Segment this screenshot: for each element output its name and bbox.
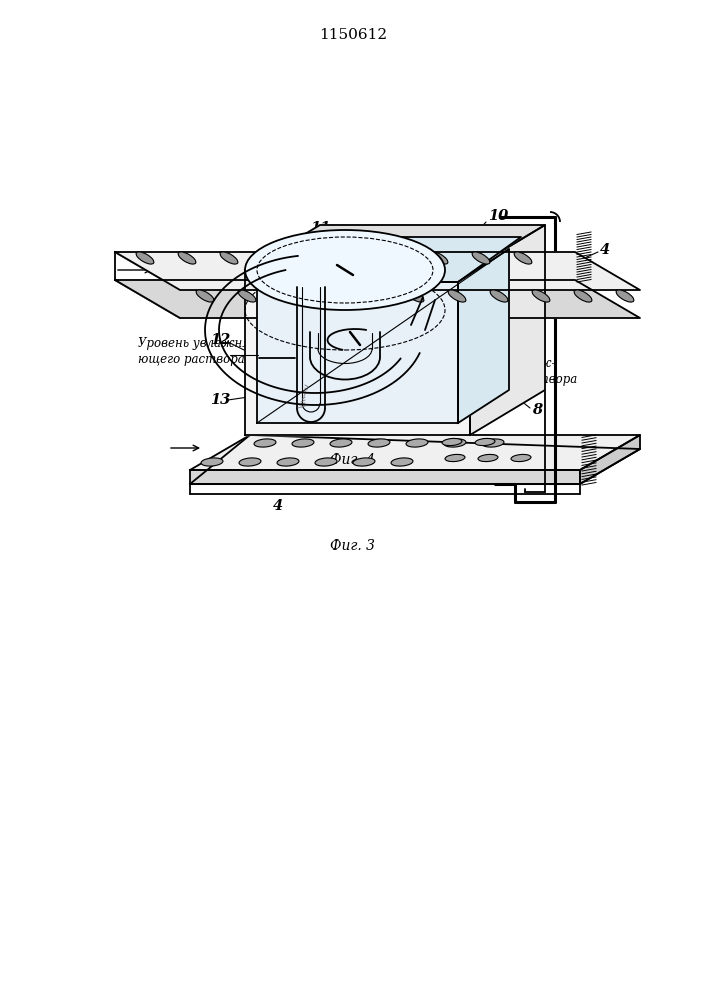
Text: Фиг. 4: Фиг. 4 xyxy=(330,453,375,467)
Polygon shape xyxy=(265,305,485,335)
Ellipse shape xyxy=(201,458,223,466)
Polygon shape xyxy=(257,282,458,423)
Text: Фиг. 3: Фиг. 3 xyxy=(330,539,375,553)
Text: 1150612: 1150612 xyxy=(319,28,387,42)
Polygon shape xyxy=(245,225,545,270)
Ellipse shape xyxy=(364,290,382,302)
Text: Уровень увлаж-
няющего раствора: Уровень увлаж- няющего раствора xyxy=(455,358,577,386)
Ellipse shape xyxy=(532,290,550,302)
Ellipse shape xyxy=(388,252,406,264)
Ellipse shape xyxy=(616,290,634,302)
Ellipse shape xyxy=(292,439,314,447)
Polygon shape xyxy=(190,435,640,484)
Ellipse shape xyxy=(353,458,375,466)
Text: 8: 8 xyxy=(532,403,542,417)
Ellipse shape xyxy=(275,308,435,372)
Ellipse shape xyxy=(315,458,337,466)
Polygon shape xyxy=(458,249,509,423)
Text: 4: 4 xyxy=(273,499,283,513)
Ellipse shape xyxy=(514,252,532,264)
Polygon shape xyxy=(245,270,470,435)
Text: 10: 10 xyxy=(488,209,508,223)
Ellipse shape xyxy=(391,458,413,466)
Ellipse shape xyxy=(574,290,592,302)
Polygon shape xyxy=(190,435,640,470)
Ellipse shape xyxy=(178,252,196,264)
Ellipse shape xyxy=(406,290,424,302)
Polygon shape xyxy=(257,237,521,282)
Ellipse shape xyxy=(406,439,428,447)
Text: 11: 11 xyxy=(310,221,330,235)
Ellipse shape xyxy=(277,458,299,466)
Ellipse shape xyxy=(280,290,298,302)
Ellipse shape xyxy=(136,252,154,264)
Ellipse shape xyxy=(368,439,390,447)
Ellipse shape xyxy=(196,290,214,302)
Polygon shape xyxy=(265,335,430,420)
Polygon shape xyxy=(115,280,640,318)
Polygon shape xyxy=(430,305,485,420)
Ellipse shape xyxy=(239,458,261,466)
Ellipse shape xyxy=(511,454,531,462)
Ellipse shape xyxy=(238,290,256,302)
Text: 13: 13 xyxy=(210,393,230,407)
Ellipse shape xyxy=(330,439,352,447)
Text: 4: 4 xyxy=(600,243,610,257)
Polygon shape xyxy=(115,252,640,290)
Text: 9: 9 xyxy=(564,293,574,307)
Ellipse shape xyxy=(490,290,508,302)
Ellipse shape xyxy=(472,252,490,264)
Ellipse shape xyxy=(448,290,466,302)
Ellipse shape xyxy=(430,252,448,264)
Polygon shape xyxy=(470,225,545,435)
Text: 12: 12 xyxy=(210,333,230,347)
Polygon shape xyxy=(190,470,580,484)
Ellipse shape xyxy=(444,439,466,447)
Ellipse shape xyxy=(262,252,280,264)
Ellipse shape xyxy=(442,438,462,446)
Polygon shape xyxy=(580,435,640,484)
Text: Уровень увлажня-
ющего раствора: Уровень увлажня- ющего раствора xyxy=(138,338,254,366)
Ellipse shape xyxy=(475,438,495,446)
Ellipse shape xyxy=(482,439,504,447)
Ellipse shape xyxy=(478,454,498,462)
Ellipse shape xyxy=(304,252,322,264)
Ellipse shape xyxy=(254,439,276,447)
Ellipse shape xyxy=(220,252,238,264)
Ellipse shape xyxy=(445,454,465,462)
Ellipse shape xyxy=(245,230,445,310)
Ellipse shape xyxy=(346,252,364,264)
Ellipse shape xyxy=(322,290,340,302)
